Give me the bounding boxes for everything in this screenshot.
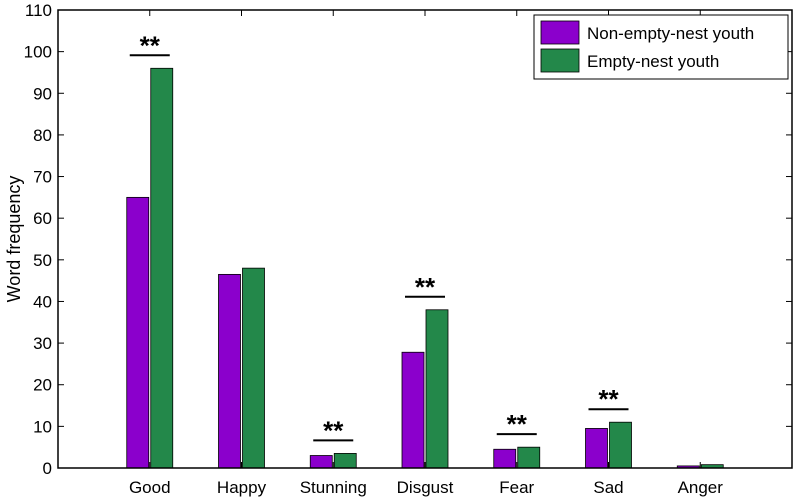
bar-disgust-empty-nest xyxy=(425,309,449,469)
legend-label-empty-nest: Empty-nest youth xyxy=(587,52,719,71)
y-tick-label: 40 xyxy=(33,292,52,311)
bar-fear-non-empty-nest xyxy=(493,448,517,469)
y-axis: 0 10 20 30 40 50 60 70 80 90 100 110 xyxy=(24,1,792,478)
bar-good-empty-nest xyxy=(150,67,174,469)
y-tick-label: 80 xyxy=(33,126,52,145)
legend-label-non-empty-nest: Non-empty-nest youth xyxy=(587,24,754,43)
y-tick-label: 90 xyxy=(33,84,52,103)
y-tick-label: 30 xyxy=(33,334,52,353)
bar-disgust-non-empty-nest xyxy=(401,351,425,469)
x-axis: Good Happy Stunning Disgust Fear Sad Anger xyxy=(129,10,723,497)
y-tick-label: 70 xyxy=(33,168,52,187)
significance-label-sad: ** xyxy=(598,384,619,414)
bar-sad-non-empty-nest xyxy=(585,428,608,469)
bar-happy-non-empty-nest xyxy=(218,273,241,469)
bars xyxy=(126,67,724,469)
x-tick-label-disgust: Disgust xyxy=(397,478,454,497)
y-tick-label: 110 xyxy=(25,1,52,20)
significance-label-disgust: ** xyxy=(415,272,436,302)
y-axis-label: Word frequency xyxy=(4,176,24,303)
y-tick-label: 100 xyxy=(24,43,52,62)
y-tick-label: 20 xyxy=(33,376,52,395)
legend-swatch-empty-nest xyxy=(540,48,580,73)
bar-happy-empty-nest xyxy=(242,267,265,469)
x-tick-label-fear: Fear xyxy=(499,478,534,497)
x-tick-label-stunning: Stunning xyxy=(300,478,367,497)
y-tick-label: 50 xyxy=(33,251,52,270)
bar-fear-empty-nest xyxy=(517,446,541,469)
x-tick-label-sad: Sad xyxy=(593,478,623,497)
bar-good-non-empty-nest xyxy=(126,196,150,469)
y-tick-label: 60 xyxy=(33,209,52,228)
legend-swatch-non-empty-nest xyxy=(540,20,580,45)
y-tick-label: 0 xyxy=(43,459,52,478)
significance-markers: ** ** ** ** ** xyxy=(129,30,629,445)
significance-label-stunning: ** xyxy=(323,415,344,445)
legend: Non-empty-nest youth Empty-nest youth xyxy=(533,14,789,80)
bar-sad-empty-nest xyxy=(609,421,632,469)
x-tick-label-good: Good xyxy=(129,478,171,497)
significance-label-good: ** xyxy=(140,30,161,60)
bar-stunning-empty-nest xyxy=(333,453,357,469)
x-tick-label-anger: Anger xyxy=(678,478,724,497)
bar-stunning-non-empty-nest xyxy=(309,455,333,469)
x-tick-label-happy: Happy xyxy=(217,478,267,497)
significance-label-fear: ** xyxy=(507,409,528,439)
y-tick-label: 10 xyxy=(33,417,52,436)
